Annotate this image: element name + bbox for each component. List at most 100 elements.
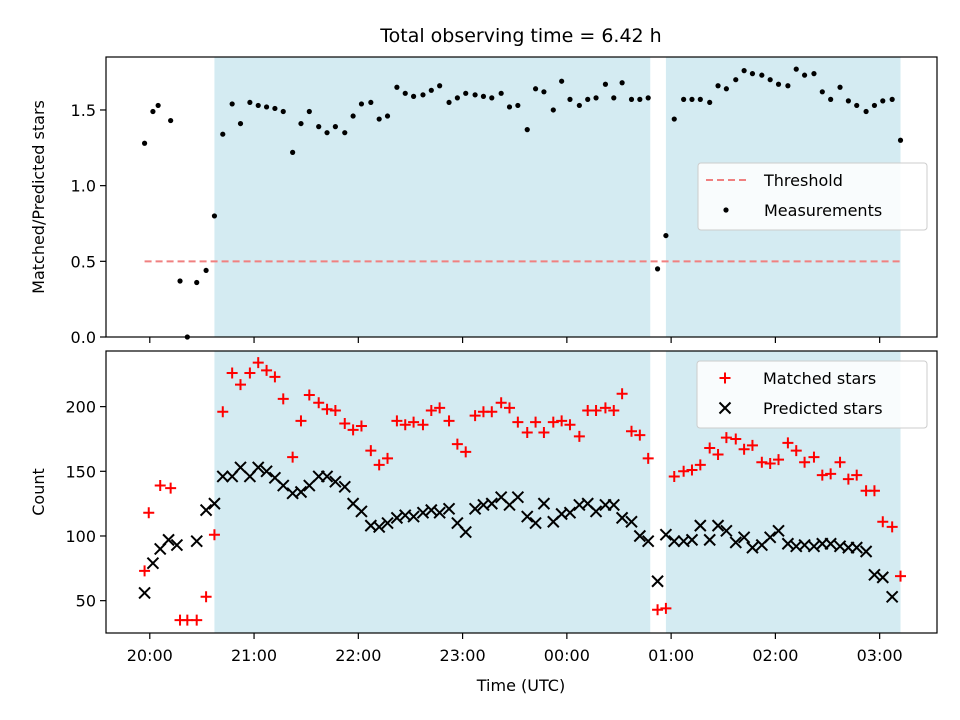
data-point	[793, 66, 799, 72]
data-point	[382, 452, 394, 464]
data-point	[825, 468, 837, 480]
data-point	[521, 426, 533, 438]
data-point	[772, 524, 785, 538]
data-point	[347, 424, 359, 436]
data-point	[895, 570, 907, 582]
data-point	[746, 439, 758, 451]
data-point	[663, 232, 669, 239]
data-point	[801, 72, 808, 78]
data-point	[168, 117, 174, 124]
data-point	[585, 96, 591, 102]
data-point	[320, 470, 334, 483]
legend-swatch	[723, 207, 729, 213]
chart-title: Total observing time = 6.42 h	[379, 25, 661, 47]
legend-label: Threshold	[763, 171, 843, 190]
y-axis-label: Count	[29, 468, 48, 516]
x-axis-label: Time (UTC)	[476, 676, 565, 695]
data-point	[235, 379, 247, 391]
data-point	[339, 417, 351, 429]
data-point	[410, 93, 417, 99]
data-point	[203, 267, 209, 274]
data-point	[384, 113, 391, 119]
data-point	[845, 98, 851, 104]
data-point	[199, 503, 213, 517]
y-tick-label: 150	[65, 462, 96, 481]
data-point	[711, 519, 725, 532]
data-point	[529, 516, 542, 530]
data-point	[834, 456, 846, 468]
data-point	[782, 437, 794, 449]
data-point	[165, 482, 177, 494]
y-tick-label: 1.0	[71, 177, 96, 196]
data-point	[511, 490, 525, 504]
data-point	[460, 446, 472, 458]
data-point	[358, 101, 365, 107]
y-tick-label: 200	[65, 398, 96, 417]
data-point	[469, 410, 481, 422]
data-point	[637, 96, 643, 102]
data-point	[294, 485, 308, 499]
y-axis-label: Matched/Predicted stars	[29, 100, 48, 294]
data-point	[332, 124, 338, 130]
data-point	[355, 420, 367, 432]
data-point	[177, 278, 183, 284]
data-point	[515, 102, 521, 109]
data-point	[217, 406, 229, 418]
data-point	[880, 98, 886, 104]
data-point	[652, 604, 664, 616]
legend-swatch	[718, 401, 732, 415]
data-point	[808, 451, 820, 463]
data-point	[842, 473, 854, 485]
legend-swatch	[719, 372, 731, 384]
data-point	[737, 531, 751, 544]
data-point	[868, 568, 881, 581]
data-point	[480, 93, 487, 99]
data-point	[402, 90, 408, 96]
data-point	[886, 521, 898, 533]
data-point	[590, 405, 602, 417]
data-point	[420, 92, 426, 98]
data-point	[749, 71, 756, 77]
y-tick-label: 0.5	[71, 252, 96, 271]
data-point	[486, 406, 498, 418]
data-point	[150, 108, 156, 115]
data-point	[146, 556, 160, 570]
data-point	[237, 120, 244, 127]
data-point	[139, 565, 151, 577]
data-point	[277, 479, 290, 492]
observing-interval-shade	[214, 57, 651, 337]
data-point	[694, 519, 707, 532]
data-point	[342, 130, 348, 136]
data-point	[324, 130, 330, 136]
data-point	[715, 83, 721, 89]
data-point	[454, 95, 460, 101]
data-point	[602, 81, 609, 87]
data-point	[781, 537, 795, 550]
data-point	[759, 72, 765, 78]
data-point	[399, 419, 411, 431]
data-point	[280, 108, 286, 115]
data-point	[154, 480, 166, 492]
data-point	[824, 537, 837, 550]
data-point	[141, 140, 148, 146]
data-point	[681, 96, 687, 102]
data-point	[547, 416, 559, 428]
data-point	[537, 497, 551, 510]
data-point	[532, 86, 539, 92]
data-point	[263, 104, 270, 110]
data-point	[619, 80, 625, 86]
data-point	[290, 149, 296, 155]
data-point	[489, 95, 495, 101]
data-point	[316, 124, 322, 130]
data-point	[626, 425, 638, 437]
data-point	[143, 507, 155, 519]
data-point	[428, 87, 434, 93]
data-point	[303, 479, 316, 492]
data-point	[416, 506, 430, 519]
data-point	[799, 456, 811, 468]
data-point	[485, 497, 498, 510]
data-point	[573, 430, 585, 442]
data-point	[694, 459, 706, 471]
data-point	[244, 367, 256, 379]
